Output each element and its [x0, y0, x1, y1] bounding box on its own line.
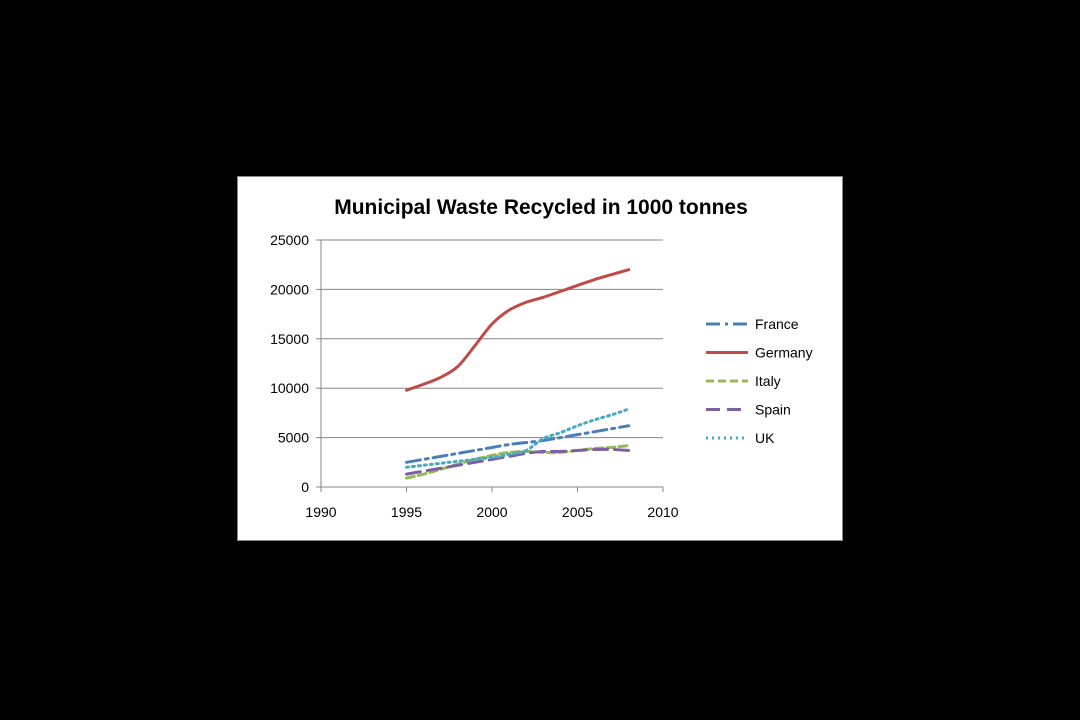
legend-label-france: France — [755, 316, 799, 332]
series-line-germany — [405, 268, 631, 392]
y-tick-label: 5000 — [278, 430, 309, 446]
y-tick-label: 25000 — [270, 232, 309, 248]
x-tick-label: 2000 — [476, 504, 507, 520]
x-tick-label: 1995 — [391, 504, 422, 520]
y-tick-label: 10000 — [270, 380, 309, 396]
series-line-france — [405, 424, 631, 464]
x-tick-label: 2005 — [562, 504, 593, 520]
y-tick-label: 0 — [301, 479, 309, 495]
x-tick-label: 2010 — [647, 504, 678, 520]
series-line-uk — [405, 407, 631, 469]
legend-label-spain: Spain — [755, 402, 791, 418]
series-line-spain — [405, 447, 631, 476]
y-tick-label: 15000 — [270, 331, 309, 347]
x-tick-label: 1990 — [305, 504, 336, 520]
chart-title: Municipal Waste Recycled in 1000 tonnes — [334, 196, 748, 219]
y-tick-label: 20000 — [270, 281, 309, 297]
legend-label-italy: Italy — [755, 373, 781, 389]
line-chart: Municipal Waste Recycled in 1000 tonnes … — [270, 196, 813, 520]
legend-label-uk: UK — [755, 430, 775, 446]
legend-label-germany: Germany — [755, 345, 813, 361]
chart-frame: Municipal Waste Recycled in 1000 tonnes … — [237, 176, 843, 541]
